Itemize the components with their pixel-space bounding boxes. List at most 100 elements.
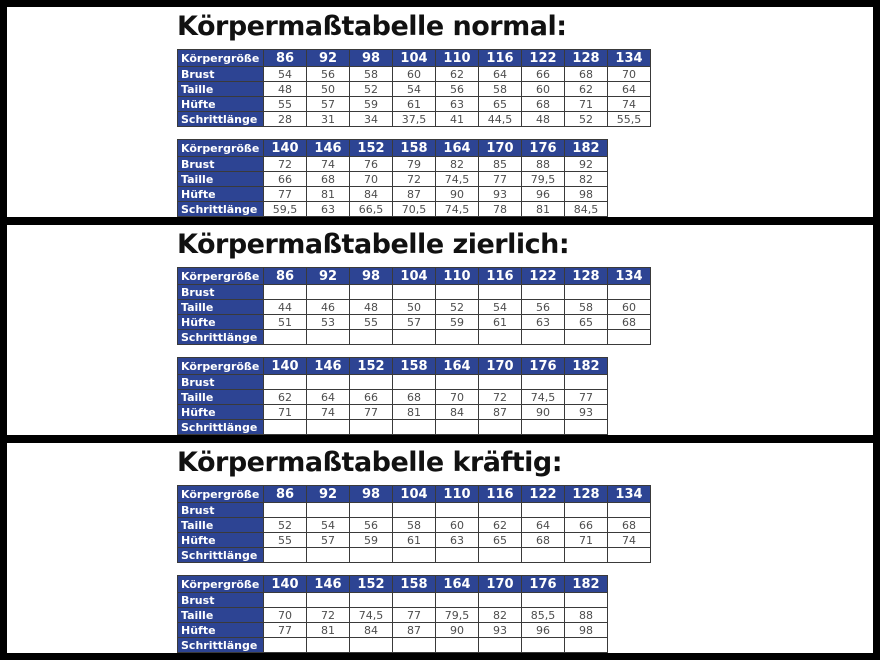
value-cell: 64 <box>306 389 350 405</box>
row-label-cell: Hüfte <box>177 404 264 420</box>
corner-header-cell: Körpergröße <box>177 139 264 157</box>
size-header-cell: 164 <box>435 357 479 375</box>
corner-header-cell: Körpergröße <box>177 485 264 503</box>
value-cell: 82 <box>478 607 522 623</box>
value-cell: 84 <box>349 186 393 202</box>
value-cell <box>349 592 393 608</box>
value-cell: 68 <box>607 314 651 330</box>
value-cell: 77 <box>349 404 393 420</box>
row-label-cell: Hüfte <box>177 314 264 330</box>
corner-header-cell: Körpergröße <box>177 357 264 375</box>
value-cell <box>564 592 608 608</box>
value-cell <box>435 284 479 300</box>
value-cell: 96 <box>521 622 565 638</box>
value-cell: 62 <box>435 66 479 82</box>
value-cell: 88 <box>564 607 608 623</box>
row-label-cell: Taille <box>177 517 264 533</box>
value-cell <box>435 329 479 345</box>
row-label-cell: Taille <box>177 171 264 187</box>
value-cell <box>349 502 393 518</box>
value-cell <box>521 374 565 390</box>
value-cell <box>349 329 393 345</box>
size-header-cell: 170 <box>478 357 522 375</box>
value-cell: 54 <box>392 81 436 97</box>
value-cell: 31 <box>306 111 350 127</box>
value-cell: 51 <box>263 314 307 330</box>
value-cell <box>478 502 522 518</box>
value-cell <box>392 374 436 390</box>
row-label-cell: Taille <box>177 299 264 315</box>
value-cell: 74 <box>306 156 350 172</box>
value-cell <box>435 502 479 518</box>
value-cell: 74 <box>607 96 651 112</box>
value-cell <box>263 592 307 608</box>
value-cell <box>564 284 608 300</box>
size-header-cell: 104 <box>392 267 436 285</box>
size-header-cell: 134 <box>607 267 651 285</box>
value-cell: 63 <box>521 314 565 330</box>
value-cell: 46 <box>306 299 350 315</box>
row-label-cell: Brust <box>177 592 264 608</box>
value-cell: 76 <box>349 156 393 172</box>
value-cell <box>478 374 522 390</box>
value-cell: 68 <box>564 66 608 82</box>
row-label-cell: Brust <box>177 374 264 390</box>
value-cell: 63 <box>435 96 479 112</box>
value-cell: 90 <box>521 404 565 420</box>
size-header-cell: 110 <box>435 485 479 503</box>
value-cell: 58 <box>349 66 393 82</box>
row-label-cell: Taille <box>177 607 264 623</box>
corner-header-cell: Körpergröße <box>177 49 264 67</box>
value-cell: 52 <box>263 517 307 533</box>
table-zierlich-86-134: Körpergröße 86 92 98 104 110 116 122 128 134 Brust… <box>177 267 873 345</box>
value-cell <box>392 592 436 608</box>
value-cell <box>521 419 565 435</box>
value-cell: 66 <box>521 66 565 82</box>
value-cell: 54 <box>263 66 307 82</box>
section-normal: Körpermaßtabelle normal: Körpergröße 86 92… <box>7 7 873 217</box>
value-cell: 48 <box>263 81 307 97</box>
value-cell <box>306 329 350 345</box>
size-header-cell: 140 <box>263 575 307 593</box>
table-zierlich-140-182: Körpergröße 140 146 152 158 164 170 176 182 Brust… <box>177 357 873 435</box>
value-cell: 62 <box>263 389 307 405</box>
size-header-cell: 176 <box>521 575 565 593</box>
value-cell: 85 <box>478 156 522 172</box>
value-cell <box>306 374 350 390</box>
value-cell: 55 <box>263 96 307 112</box>
value-cell <box>521 284 565 300</box>
value-cell: 56 <box>306 66 350 82</box>
corner-header-cell: Körpergröße <box>177 267 264 285</box>
value-cell: 68 <box>521 532 565 548</box>
value-cell <box>263 419 307 435</box>
size-header-cell: 104 <box>392 485 436 503</box>
size-header-cell: 140 <box>263 139 307 157</box>
value-cell: 34 <box>349 111 393 127</box>
value-cell: 81 <box>521 201 565 217</box>
row-label-cell: Taille <box>177 389 264 405</box>
size-header-cell: 92 <box>306 267 350 285</box>
section-title: Körpermaßtabelle kräftig: <box>177 447 563 478</box>
value-cell: 60 <box>392 66 436 82</box>
value-cell: 74,5 <box>435 201 479 217</box>
value-cell: 87 <box>478 404 522 420</box>
size-header-cell: 104 <box>392 49 436 67</box>
value-cell <box>306 284 350 300</box>
value-cell <box>392 284 436 300</box>
value-cell: 56 <box>435 81 479 97</box>
value-cell: 70,5 <box>392 201 436 217</box>
size-header-cell: 158 <box>392 357 436 375</box>
value-cell: 70 <box>349 171 393 187</box>
size-header-cell: 146 <box>306 357 350 375</box>
value-cell: 72 <box>263 156 307 172</box>
size-header-cell: 98 <box>349 49 393 67</box>
value-cell: 96 <box>521 186 565 202</box>
value-cell: 87 <box>392 186 436 202</box>
row-label-cell: Brust <box>177 284 264 300</box>
value-cell: 37,5 <box>392 111 436 127</box>
value-cell: 28 <box>263 111 307 127</box>
row-label-cell: Hüfte <box>177 186 264 202</box>
size-header-cell: 176 <box>521 139 565 157</box>
value-cell: 52 <box>435 299 479 315</box>
value-cell <box>392 502 436 518</box>
